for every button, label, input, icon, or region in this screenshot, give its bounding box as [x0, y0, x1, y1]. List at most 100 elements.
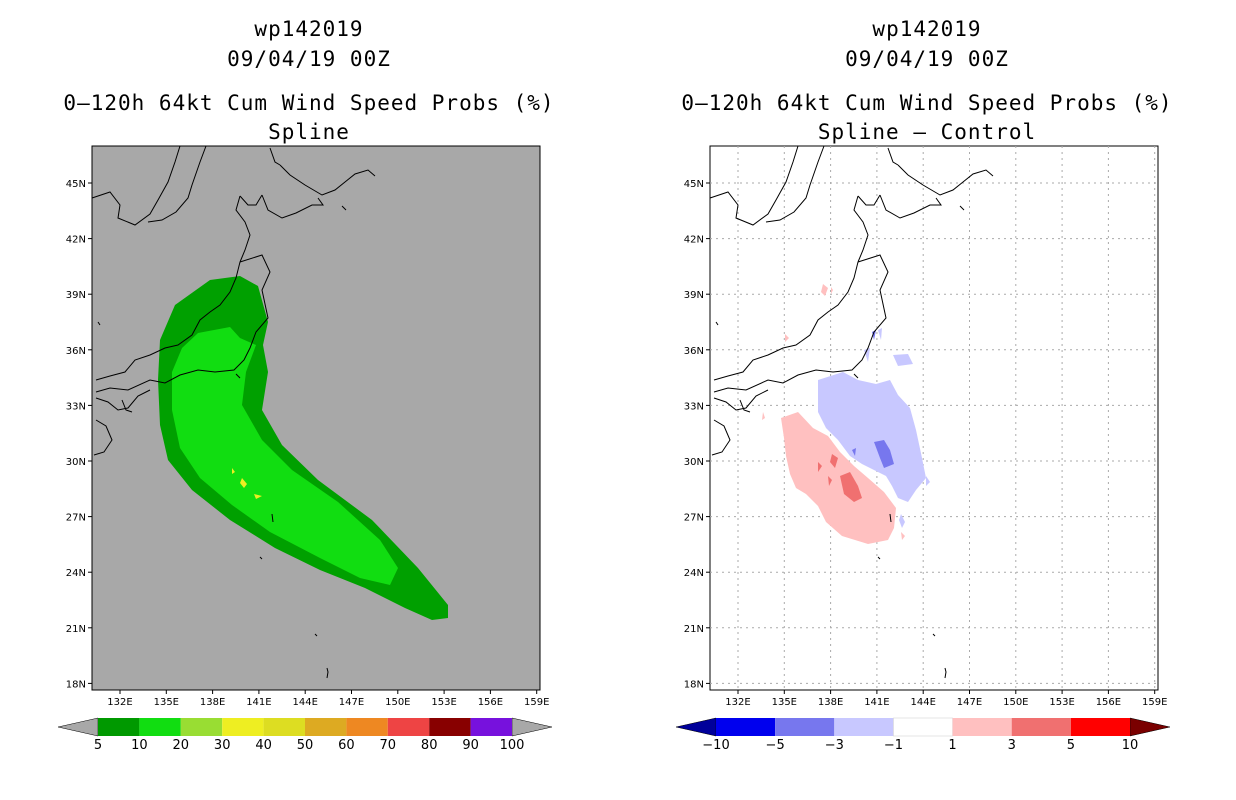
diff-region-positive-3to5 — [830, 454, 838, 468]
lon-tick-label: 153E — [431, 697, 456, 708]
lat-tick-label: 30N — [66, 457, 86, 468]
lat-tick-label: 36N — [684, 346, 704, 357]
colorbar-label: 70 — [380, 738, 397, 753]
colorbar-above-arrow — [1129, 717, 1171, 737]
coastlines — [91, 145, 376, 679]
colorbar-swatch — [305, 718, 347, 736]
diff-region-negative-1to3 — [893, 354, 913, 366]
colorbar-swatch — [346, 718, 388, 736]
colorbar-swatch — [98, 718, 140, 736]
colorbar-label: 10 — [131, 738, 148, 753]
lon-tick-label: 147E — [339, 697, 364, 708]
diff-region-positive-1to3 — [785, 334, 789, 342]
lon-tick-label: 141E — [864, 697, 889, 708]
diff-region-positive-1to3 — [781, 412, 896, 544]
lon-tick-label: 138E — [818, 697, 843, 708]
colorbar-below-arrow — [57, 717, 99, 737]
colorbar-swatch — [834, 718, 894, 736]
date-title: 09/04/19 00Z — [845, 47, 1009, 71]
lat-tick-label: 18N — [684, 679, 704, 690]
date-title: 09/04/19 00Z — [227, 47, 391, 71]
lon-tick-label: 156E — [478, 697, 503, 708]
lat-tick-label: 21N — [66, 624, 86, 635]
colorbar-label: −10 — [702, 738, 729, 753]
colorbar-label: −3 — [825, 738, 844, 753]
diff-region-positive-3to5 — [828, 476, 832, 486]
diff-region-negative-1to3 — [899, 514, 905, 528]
diff-region-negative-3to5 — [872, 330, 876, 340]
colorbar-label: 100 — [500, 738, 525, 753]
colorbar-label: 20 — [173, 738, 190, 753]
colorbar-swatch — [893, 717, 953, 737]
storm-id-title: wp142019 — [872, 17, 982, 41]
lat-tick-label: 33N — [66, 401, 86, 412]
colorbar-label: 30 — [214, 738, 231, 753]
diff-region-positive-1to3 — [821, 284, 828, 296]
colorbar-label: 5 — [94, 738, 102, 753]
colorbar-below-arrow — [675, 717, 717, 737]
colorbar-swatch — [1011, 718, 1071, 736]
lon-tick-label: 144E — [910, 697, 935, 708]
prob-swath-20pct — [172, 327, 398, 585]
diff-region-negative-3to5 — [852, 448, 856, 456]
lat-tick-label: 21N — [684, 624, 704, 635]
diff-region-positive-1to3 — [831, 287, 833, 294]
colorbar-label: 40 — [255, 738, 272, 753]
lat-tick-label: 27N — [66, 513, 86, 524]
product-title: 0–120h 64kt Cum Wind Speed Probs (%) — [63, 91, 555, 115]
subtitle: Spline – Control — [817, 120, 1037, 144]
lon-tick-label: 150E — [1003, 697, 1028, 708]
diff-region-negative-1to3 — [926, 476, 930, 486]
lat-tick-label: 45N — [684, 179, 704, 190]
lat-tick-label: 42N — [66, 235, 86, 246]
colorbar-swatch — [180, 718, 223, 736]
lon-tick-label: 153E — [1049, 697, 1074, 708]
prob-patch-30pct — [240, 478, 247, 488]
diff-region-positive-1to3 — [901, 532, 905, 540]
colorbar-swatch — [139, 718, 181, 736]
probability-map: 132E 135E 138E 141E 144E 147E 150E 153E 156E 159E… — [57, 145, 553, 753]
diff-region-positive-3to5 — [840, 472, 862, 502]
lat-tick-label: 42N — [684, 235, 704, 246]
map-background — [709, 145, 1159, 691]
lat-tick-label: 24N — [66, 568, 86, 579]
colorbar-label: −5 — [766, 738, 785, 753]
colorbar-swatch — [263, 718, 305, 736]
colorbar-label: 5 — [1067, 738, 1075, 753]
lat-tick-label: 39N — [66, 290, 86, 301]
lon-tick-label: 150E — [385, 697, 410, 708]
colorbar-above-arrow — [511, 717, 553, 737]
panel-spline-minus-control: wp142019 09/04/19 00Z 0–120h 64kt Cum Wi… — [618, 0, 1236, 800]
colorbar-label: 3 — [1008, 738, 1016, 753]
lon-tick-label: 147E — [957, 697, 982, 708]
lat-tick-label: 39N — [684, 290, 704, 301]
difference-map: 132E 135E 138E 141E 144E 147E 150E 153E 156E 159E… — [675, 145, 1171, 753]
colorbar-swatch — [1070, 718, 1130, 736]
diff-region-positive-1to3 — [762, 412, 765, 420]
colorbar-swatch — [716, 718, 776, 736]
lon-tick-label: 144E — [292, 697, 317, 708]
lon-tick-label: 138E — [200, 697, 225, 708]
colorbar: −10 −5 −3 −1 1 3 5 10 — [675, 717, 1171, 753]
diff-region-positive-3to5 — [818, 462, 822, 472]
diff-region-negative-3to5 — [874, 440, 894, 468]
lat-tick-label: 24N — [684, 568, 704, 579]
lat-tick-label: 45N — [66, 179, 86, 190]
colorbar: 5 10 20 30 40 50 60 70 80 90 100 — [57, 717, 553, 753]
lon-tick-label: 135E — [772, 697, 797, 708]
lon-tick-label: 132E — [107, 697, 132, 708]
lat-tick-label: 36N — [66, 346, 86, 357]
colorbar-label: 90 — [462, 738, 479, 753]
colorbar-label: 60 — [338, 738, 355, 753]
lat-tick-label: 18N — [66, 679, 86, 690]
prob-patch-30pct — [254, 494, 262, 499]
lat-tick-label: 27N — [684, 513, 704, 524]
colorbar-label: −1 — [884, 738, 903, 753]
colorbar-swatch — [470, 718, 512, 736]
map-background — [91, 145, 541, 691]
product-title: 0–120h 64kt Cum Wind Speed Probs (%) — [681, 91, 1173, 115]
lon-tick-label: 159E — [1142, 697, 1167, 708]
lon-tick-label: 156E — [1096, 697, 1121, 708]
colorbar-swatch — [775, 718, 835, 736]
lon-tick-label: 141E — [246, 697, 271, 708]
